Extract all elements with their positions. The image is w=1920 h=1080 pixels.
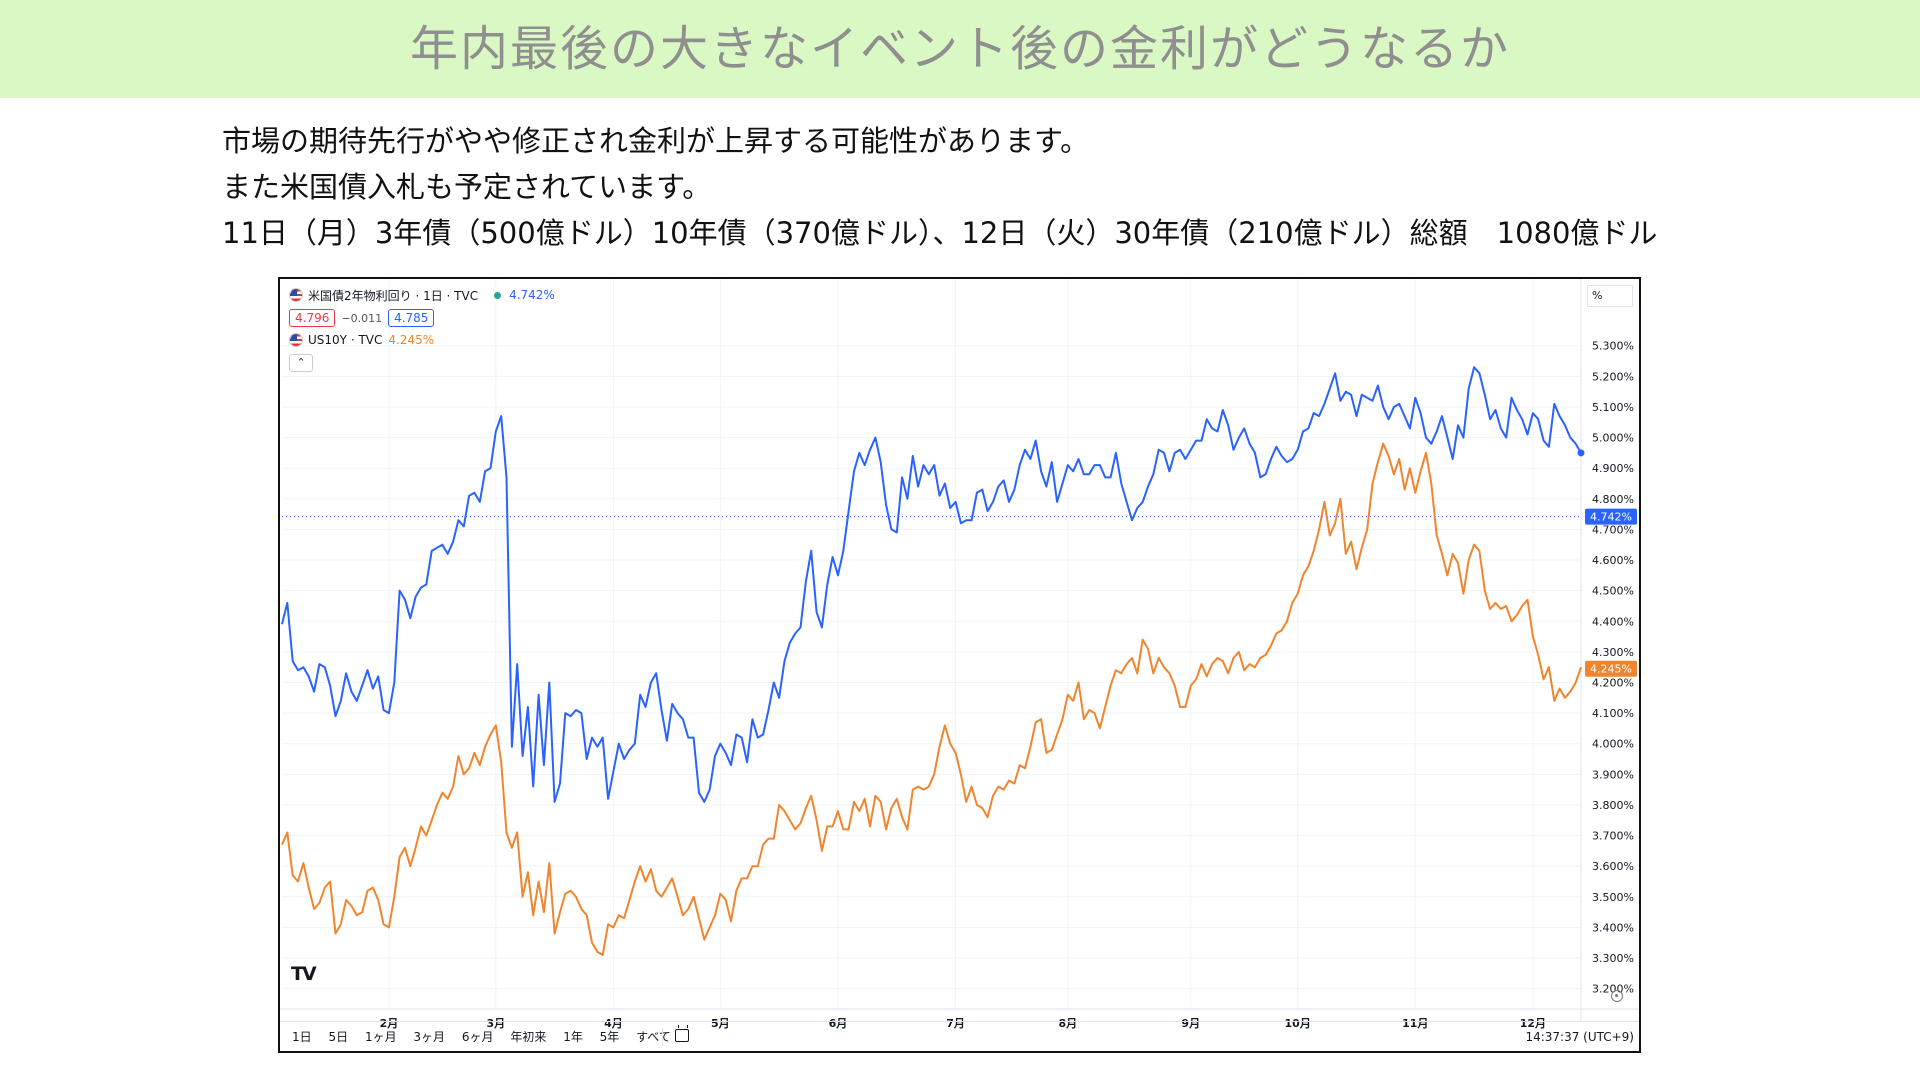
series2-value: 4.245% bbox=[388, 333, 435, 347]
x-tick-label: 2月 bbox=[380, 1017, 399, 1030]
settings-icon[interactable] bbox=[1611, 990, 1623, 1002]
line-chart: 5.300% 5.200% 5.100% 5.000% 4.900% 4.800% 4.70… bbox=[280, 279, 1639, 1030]
y-tick-label: 4.500% bbox=[1592, 585, 1634, 598]
page-title: 年内最後の大きなイベント後の金利がどうなるか bbox=[409, 21, 1510, 77]
x-tick-label: 7月 bbox=[946, 1017, 965, 1030]
chart-legend: 米国債2年物利回り · 1日 · TVC 4.742% 4.796 −0.011… bbox=[289, 285, 555, 372]
range-3m-button[interactable]: 3ヶ月 bbox=[413, 1030, 446, 1044]
y-tick-label: 5.300% bbox=[1592, 340, 1634, 353]
axis-unit-label[interactable]: % bbox=[1587, 285, 1633, 307]
range-1d-button[interactable]: 1日 bbox=[292, 1030, 312, 1044]
y-tick-label: 5.000% bbox=[1592, 432, 1634, 445]
calendar-range-icon[interactable] bbox=[675, 1025, 689, 1042]
intro-line-1: 市場の期待先行がやや修正され金利が上昇する可能性があります。 bbox=[222, 124, 1090, 158]
y-tick-label: 3.900% bbox=[1592, 768, 1634, 781]
y-tick-label: 3.400% bbox=[1592, 921, 1634, 934]
y-tick-label: 3.800% bbox=[1592, 799, 1634, 812]
clock-readout: 14:37:37 (UTC+9) bbox=[1525, 1030, 1634, 1044]
y-tick-label: 5.200% bbox=[1592, 370, 1634, 383]
series2-header: US10Y · TVC bbox=[308, 333, 383, 347]
x-tick-label: 8月 bbox=[1058, 1017, 1077, 1030]
y-tick-label: 4.400% bbox=[1592, 615, 1634, 628]
last-value-tag-2 bbox=[1585, 660, 1637, 677]
range-1y-button[interactable]: 1年 bbox=[563, 1030, 583, 1044]
intro-text: 市場の期待先行がやや修正され金利が上昇する可能性があります。 また米国債入札も予… bbox=[222, 118, 1902, 256]
x-tick-label: 6月 bbox=[829, 1017, 848, 1030]
tradingview-logo[interactable]: TV bbox=[291, 963, 317, 985]
y-tick-label: 4.600% bbox=[1592, 554, 1634, 567]
range-toolbar: 1日 5日 1ヶ月 3ヶ月 6ヶ月 年初来 1年 5年 すべて 14:37:37… bbox=[280, 1021, 1639, 1051]
range-1m-button[interactable]: 1ヶ月 bbox=[364, 1030, 397, 1044]
series1-header: 米国債2年物利回り · 1日 · TVC bbox=[308, 288, 479, 303]
series-1-last-point bbox=[1577, 449, 1585, 457]
series-line-2 bbox=[281, 442, 1582, 956]
title-banner bbox=[0, 0, 1920, 98]
us-flag-icon bbox=[289, 288, 303, 302]
x-tick-label: 4月 bbox=[604, 1017, 623, 1030]
y-tick-label: 4.700% bbox=[1592, 523, 1634, 536]
toolbar-divider bbox=[662, 1028, 663, 1046]
x-tick-label: 12月 bbox=[1520, 1017, 1546, 1030]
intro-line-3: 11日（月）3年債（500億ドル）10年債（370億ドル）、12日（火）30年債… bbox=[222, 216, 1658, 250]
market-open-dot bbox=[494, 291, 502, 299]
range-all-button[interactable]: すべて bbox=[636, 1030, 671, 1044]
legend-series-1[interactable]: 米国債2年物利回り · 1日 · TVC 4.742% bbox=[289, 285, 555, 305]
intro-line-2: また米国債入札も予定されています。 bbox=[222, 170, 712, 204]
ask-price[interactable]: 4.785 bbox=[388, 309, 435, 327]
last-value-tag-label-2: 4.245% bbox=[1590, 663, 1632, 676]
x-tick-label: 11月 bbox=[1402, 1017, 1428, 1030]
series1-value: 4.742% bbox=[509, 288, 555, 302]
us-flag-icon bbox=[289, 333, 303, 347]
y-tick-label: 3.500% bbox=[1592, 891, 1634, 904]
y-tick-label: 4.300% bbox=[1592, 646, 1634, 659]
x-tick-label: 3月 bbox=[486, 1017, 505, 1030]
legend-series-2[interactable]: US10Y · TVC 4.245% bbox=[289, 330, 555, 350]
x-tick-label: 9月 bbox=[1181, 1017, 1200, 1030]
collapse-legend-button[interactable]: ⌃ bbox=[289, 354, 313, 372]
y-tick-label: 4.800% bbox=[1592, 493, 1634, 506]
x-tick-label: 10月 bbox=[1285, 1017, 1311, 1030]
y-tick-label: 3.300% bbox=[1592, 952, 1634, 965]
last-value-tag-1 bbox=[1585, 508, 1637, 525]
range-6m-button[interactable]: 6ヶ月 bbox=[461, 1030, 494, 1044]
y-tick-label: 4.900% bbox=[1592, 462, 1634, 475]
y-tick-label: 3.200% bbox=[1592, 983, 1634, 996]
y-tick-label: 3.600% bbox=[1592, 860, 1634, 873]
series-line-1 bbox=[281, 366, 1582, 803]
y-tick-label: 4.100% bbox=[1592, 707, 1634, 720]
range-5y-button[interactable]: 5年 bbox=[599, 1030, 620, 1044]
y-tick-label: 4.200% bbox=[1592, 676, 1634, 689]
x-tick-label: 5月 bbox=[711, 1017, 730, 1030]
y-tick-label: 3.700% bbox=[1592, 830, 1634, 843]
range-ytd-button[interactable]: 年初来 bbox=[510, 1030, 547, 1044]
y-tick-label: 4.000% bbox=[1592, 738, 1634, 751]
spread-value: −0.011 bbox=[341, 311, 383, 325]
chart-panel: 5.300% 5.200% 5.100% 5.000% 4.900% 4.800% 4.70… bbox=[278, 277, 1641, 1053]
range-5d-button[interactable]: 5日 bbox=[328, 1030, 349, 1044]
y-tick-label: 5.100% bbox=[1592, 401, 1634, 414]
last-value-tag-label-1: 4.742% bbox=[1590, 511, 1632, 524]
bid-price[interactable]: 4.796 bbox=[289, 309, 336, 327]
legend-quote-row: 4.796 −0.011 4.785 bbox=[289, 308, 555, 328]
